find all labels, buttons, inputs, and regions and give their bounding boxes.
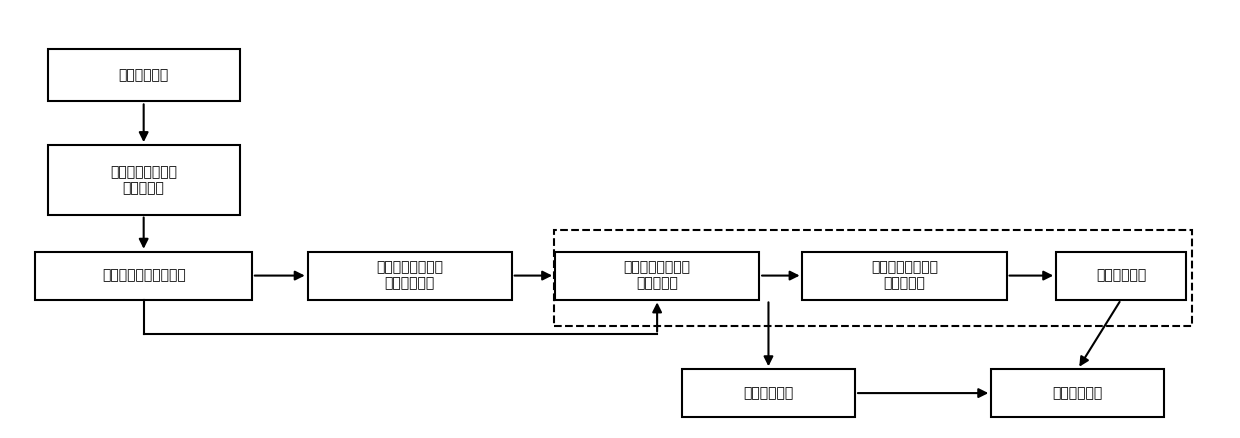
Bar — [991, 369, 1164, 417]
Bar — [36, 252, 252, 300]
Text: 单元区段元素提取模块: 单元区段元素提取模块 — [102, 268, 186, 283]
Text: 参数设置及单元区
段切分模块: 参数设置及单元区 段切分模块 — [110, 165, 177, 195]
Text: 单元区段元素集成
信息处理模块: 单元区段元素集成 信息处理模块 — [376, 261, 443, 291]
Text: 数据导入模块: 数据导入模块 — [119, 68, 169, 82]
Bar — [556, 252, 759, 300]
Text: 连续均衡性基本指
标计算模块: 连续均衡性基本指 标计算模块 — [624, 261, 691, 291]
Bar — [308, 252, 512, 300]
Bar — [682, 369, 856, 417]
Text: 连续均衡性综合系
数计算模块: 连续均衡性综合系 数计算模块 — [870, 261, 939, 291]
Text: 数据存储模块: 数据存储模块 — [743, 386, 794, 400]
Bar — [802, 252, 1007, 300]
Bar — [48, 49, 239, 102]
Bar — [554, 230, 1192, 325]
Text: 数据输出模块: 数据输出模块 — [1053, 386, 1102, 400]
Text: 综合排序模块: 综合排序模块 — [1096, 268, 1146, 283]
Bar — [48, 145, 239, 215]
Bar — [1056, 252, 1185, 300]
